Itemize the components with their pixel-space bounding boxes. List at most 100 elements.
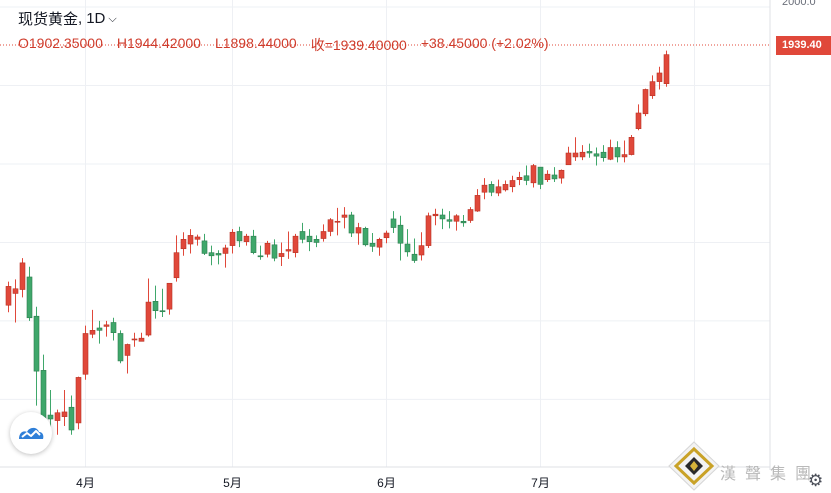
candle[interactable]	[236, 226, 243, 248]
gear-icon[interactable]: ⚙	[808, 471, 824, 490]
candle[interactable]	[19, 258, 26, 298]
candle[interactable]	[180, 232, 187, 256]
candle[interactable]	[404, 229, 411, 257]
candle[interactable]	[446, 211, 453, 229]
candle[interactable]	[383, 230, 390, 244]
candle[interactable]	[551, 167, 558, 183]
candle[interactable]	[586, 143, 593, 158]
candle[interactable]	[355, 222, 362, 245]
candle[interactable]	[327, 218, 334, 237]
candle[interactable]	[243, 233, 250, 246]
candle[interactable]	[173, 235, 180, 282]
candle[interactable]	[145, 278, 152, 337]
candle[interactable]	[131, 332, 138, 347]
candle[interactable]	[523, 165, 530, 186]
candle[interactable]	[362, 226, 369, 247]
candle[interactable]	[600, 145, 607, 162]
candle[interactable]	[397, 215, 404, 261]
candle[interactable]	[348, 211, 355, 237]
candle[interactable]	[320, 224, 327, 242]
candle[interactable]	[75, 376, 82, 430]
interval-label[interactable]: 1D	[86, 10, 106, 27]
candle[interactable]	[215, 250, 222, 265]
candle[interactable]	[152, 285, 159, 319]
candle[interactable]	[299, 222, 306, 244]
candle[interactable]	[439, 208, 446, 230]
candle[interactable]	[642, 88, 649, 117]
candle[interactable]	[33, 306, 40, 406]
candle[interactable]	[285, 231, 292, 259]
candle[interactable]	[614, 141, 621, 163]
candle[interactable]	[61, 389, 68, 427]
candle[interactable]	[124, 343, 131, 374]
candle[interactable]	[264, 240, 271, 258]
tradingview-logo-icon[interactable]	[10, 412, 52, 454]
candle[interactable]	[341, 207, 348, 229]
symbol-legend[interactable]: 现货黄金 , 1D ⌵	[18, 8, 117, 29]
candle[interactable]	[495, 179, 502, 197]
candle[interactable]	[313, 235, 320, 248]
candle[interactable]	[376, 237, 383, 256]
candle[interactable]	[26, 266, 33, 321]
candle[interactable]	[481, 178, 488, 200]
candle[interactable]	[621, 140, 628, 163]
candle[interactable]	[82, 325, 89, 380]
candle[interactable]	[166, 282, 173, 315]
candle[interactable]	[89, 309, 96, 339]
candle[interactable]	[579, 145, 586, 161]
candle[interactable]	[117, 330, 124, 364]
symbol-name[interactable]: 现货黄金	[18, 11, 79, 28]
candle[interactable]	[516, 171, 523, 186]
candle[interactable]	[390, 211, 397, 234]
candle[interactable]	[292, 233, 299, 258]
candle[interactable]	[5, 281, 12, 313]
candle[interactable]	[418, 232, 425, 261]
candle[interactable]	[663, 50, 670, 87]
candle[interactable]	[607, 139, 614, 161]
candle[interactable]	[306, 229, 313, 252]
candle[interactable]	[453, 214, 460, 231]
candle[interactable]	[572, 137, 579, 161]
candle[interactable]	[103, 320, 110, 337]
candle[interactable]	[187, 229, 194, 254]
candle[interactable]	[628, 134, 635, 156]
candle[interactable]	[96, 320, 103, 344]
candle[interactable]	[488, 181, 495, 197]
candle[interactable]	[656, 66, 663, 90]
candle[interactable]	[502, 180, 509, 192]
candle[interactable]	[250, 229, 257, 255]
candle[interactable]	[369, 233, 376, 252]
candle[interactable]	[194, 234, 201, 246]
candle[interactable]	[110, 317, 117, 341]
candle[interactable]	[537, 166, 544, 190]
candle[interactable]	[425, 212, 432, 248]
candle[interactable]	[467, 207, 474, 223]
candle[interactable]	[509, 175, 516, 193]
candles[interactable]	[5, 50, 670, 439]
candle[interactable]	[565, 146, 572, 166]
candle[interactable]	[411, 238, 418, 263]
candle[interactable]	[460, 214, 467, 227]
candle[interactable]	[138, 332, 145, 342]
candle[interactable]	[208, 245, 215, 266]
chevron-down-icon[interactable]: ⌵	[108, 12, 117, 25]
candle[interactable]	[474, 189, 481, 212]
candle[interactable]	[432, 208, 439, 226]
candle[interactable]	[334, 207, 341, 236]
candle[interactable]	[530, 163, 537, 188]
candle[interactable]	[54, 409, 61, 435]
candle[interactable]	[649, 75, 656, 99]
candle[interactable]	[68, 395, 75, 435]
candle[interactable]	[222, 244, 229, 268]
candle[interactable]	[558, 169, 565, 184]
candle[interactable]	[271, 239, 278, 262]
candle[interactable]	[635, 104, 642, 131]
candle[interactable]	[278, 242, 285, 266]
candle[interactable]	[12, 279, 19, 323]
candle[interactable]	[229, 229, 236, 254]
candle[interactable]	[544, 170, 551, 183]
candle[interactable]	[201, 233, 208, 256]
candle[interactable]	[159, 288, 166, 317]
candle[interactable]	[257, 245, 264, 260]
